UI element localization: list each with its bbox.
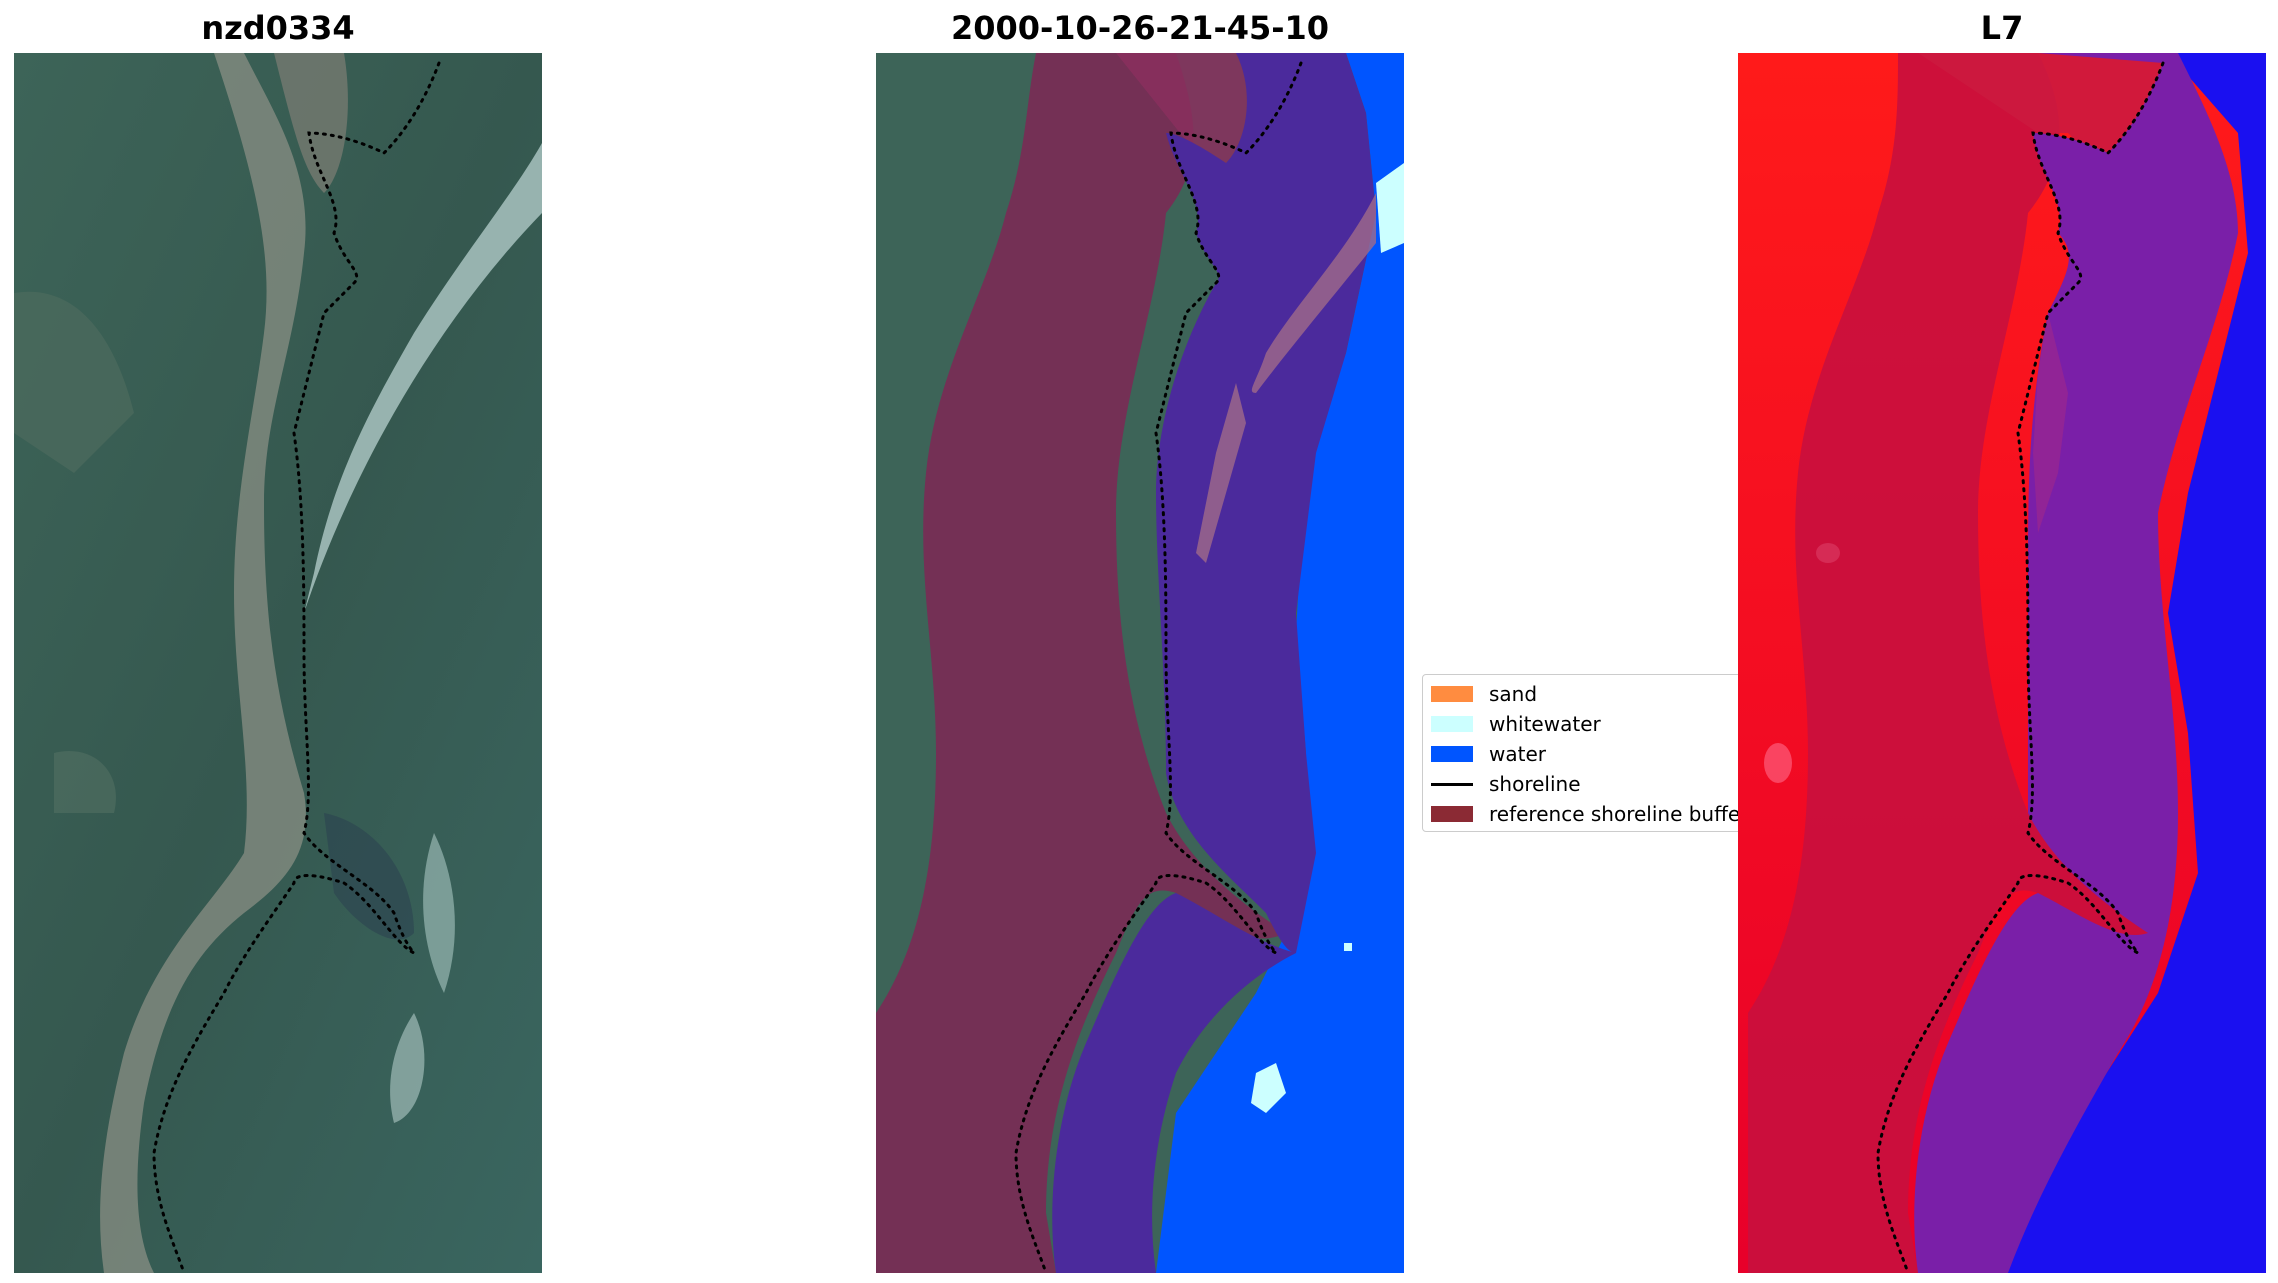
legend-entry-sand: sand [1431,679,1537,709]
legend-label-water: water [1489,742,1546,766]
water-class-region [1156,53,1404,1273]
legend-label-reference-buffer: reference shoreline buffer [1489,802,1742,826]
classified-image-panel [876,53,1404,1273]
panel-title-classified: 2000-10-26-21-45-10 [950,9,1330,47]
legend: sand whitewater water shoreline referenc… [1422,674,1742,832]
legend-entry-whitewater: whitewater [1431,709,1601,739]
panel-title-index: L7 [1980,9,2024,47]
rgb-image-panel [14,53,542,1273]
shoreline-line-swatch [1431,782,1473,786]
index-image [1738,53,2266,1273]
legend-label-shoreline: shoreline [1489,772,1581,796]
legend-entry-reference-buffer: reference shoreline buffer [1431,799,1742,829]
legend-label-whitewater: whitewater [1489,712,1601,736]
reference-buffer-swatch [1431,806,1473,822]
water-swatch [1431,746,1473,762]
classified-image [876,53,1404,1273]
legend-entry-shoreline: shoreline [1431,769,1581,799]
index-image-panel [1738,53,2266,1273]
whitewater-swatch [1431,716,1473,732]
legend-entry-water: water [1431,739,1546,769]
legend-label-sand: sand [1489,682,1538,706]
whitewater-class-region [1376,163,1404,253]
sand-swatch [1431,686,1473,702]
rgb-satellite-image [14,53,542,1273]
panel-title-rgb: nzd0334 [201,9,355,47]
reference-buffer-region [876,53,1286,1273]
